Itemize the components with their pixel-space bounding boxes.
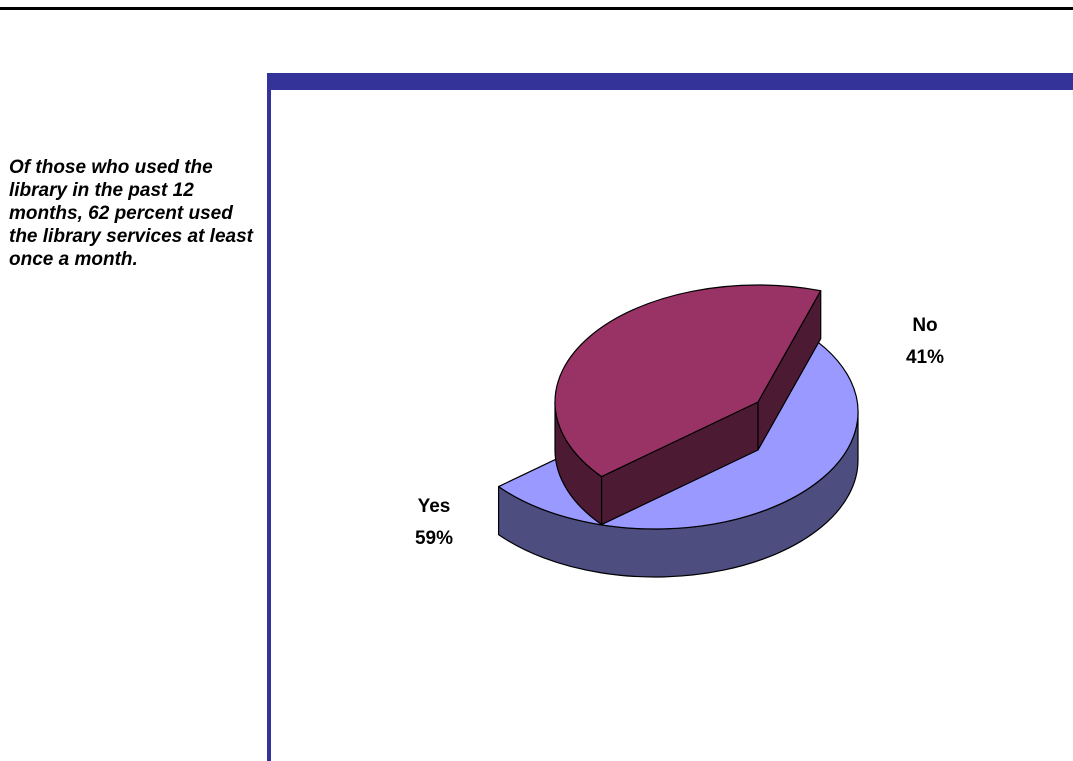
slice-label-no-value: 41% [906,347,944,368]
panel-header-bar [267,73,1073,90]
slice-label-yes-name: Yes [418,496,451,517]
panel-left-border [267,73,271,761]
pie-slices [497,284,859,578]
chart-note: Of those who used the library in the pas… [9,157,253,270]
pie-slice-no [554,284,822,526]
pie-slice-no-top [554,284,822,478]
slice-label-no-name: No [912,315,937,336]
slice-label-no: No 41% [906,315,944,368]
slice-label-yes: Yes 59% [415,496,453,549]
slice-label-yes-value: 59% [415,528,453,549]
top-rule [0,7,1073,10]
